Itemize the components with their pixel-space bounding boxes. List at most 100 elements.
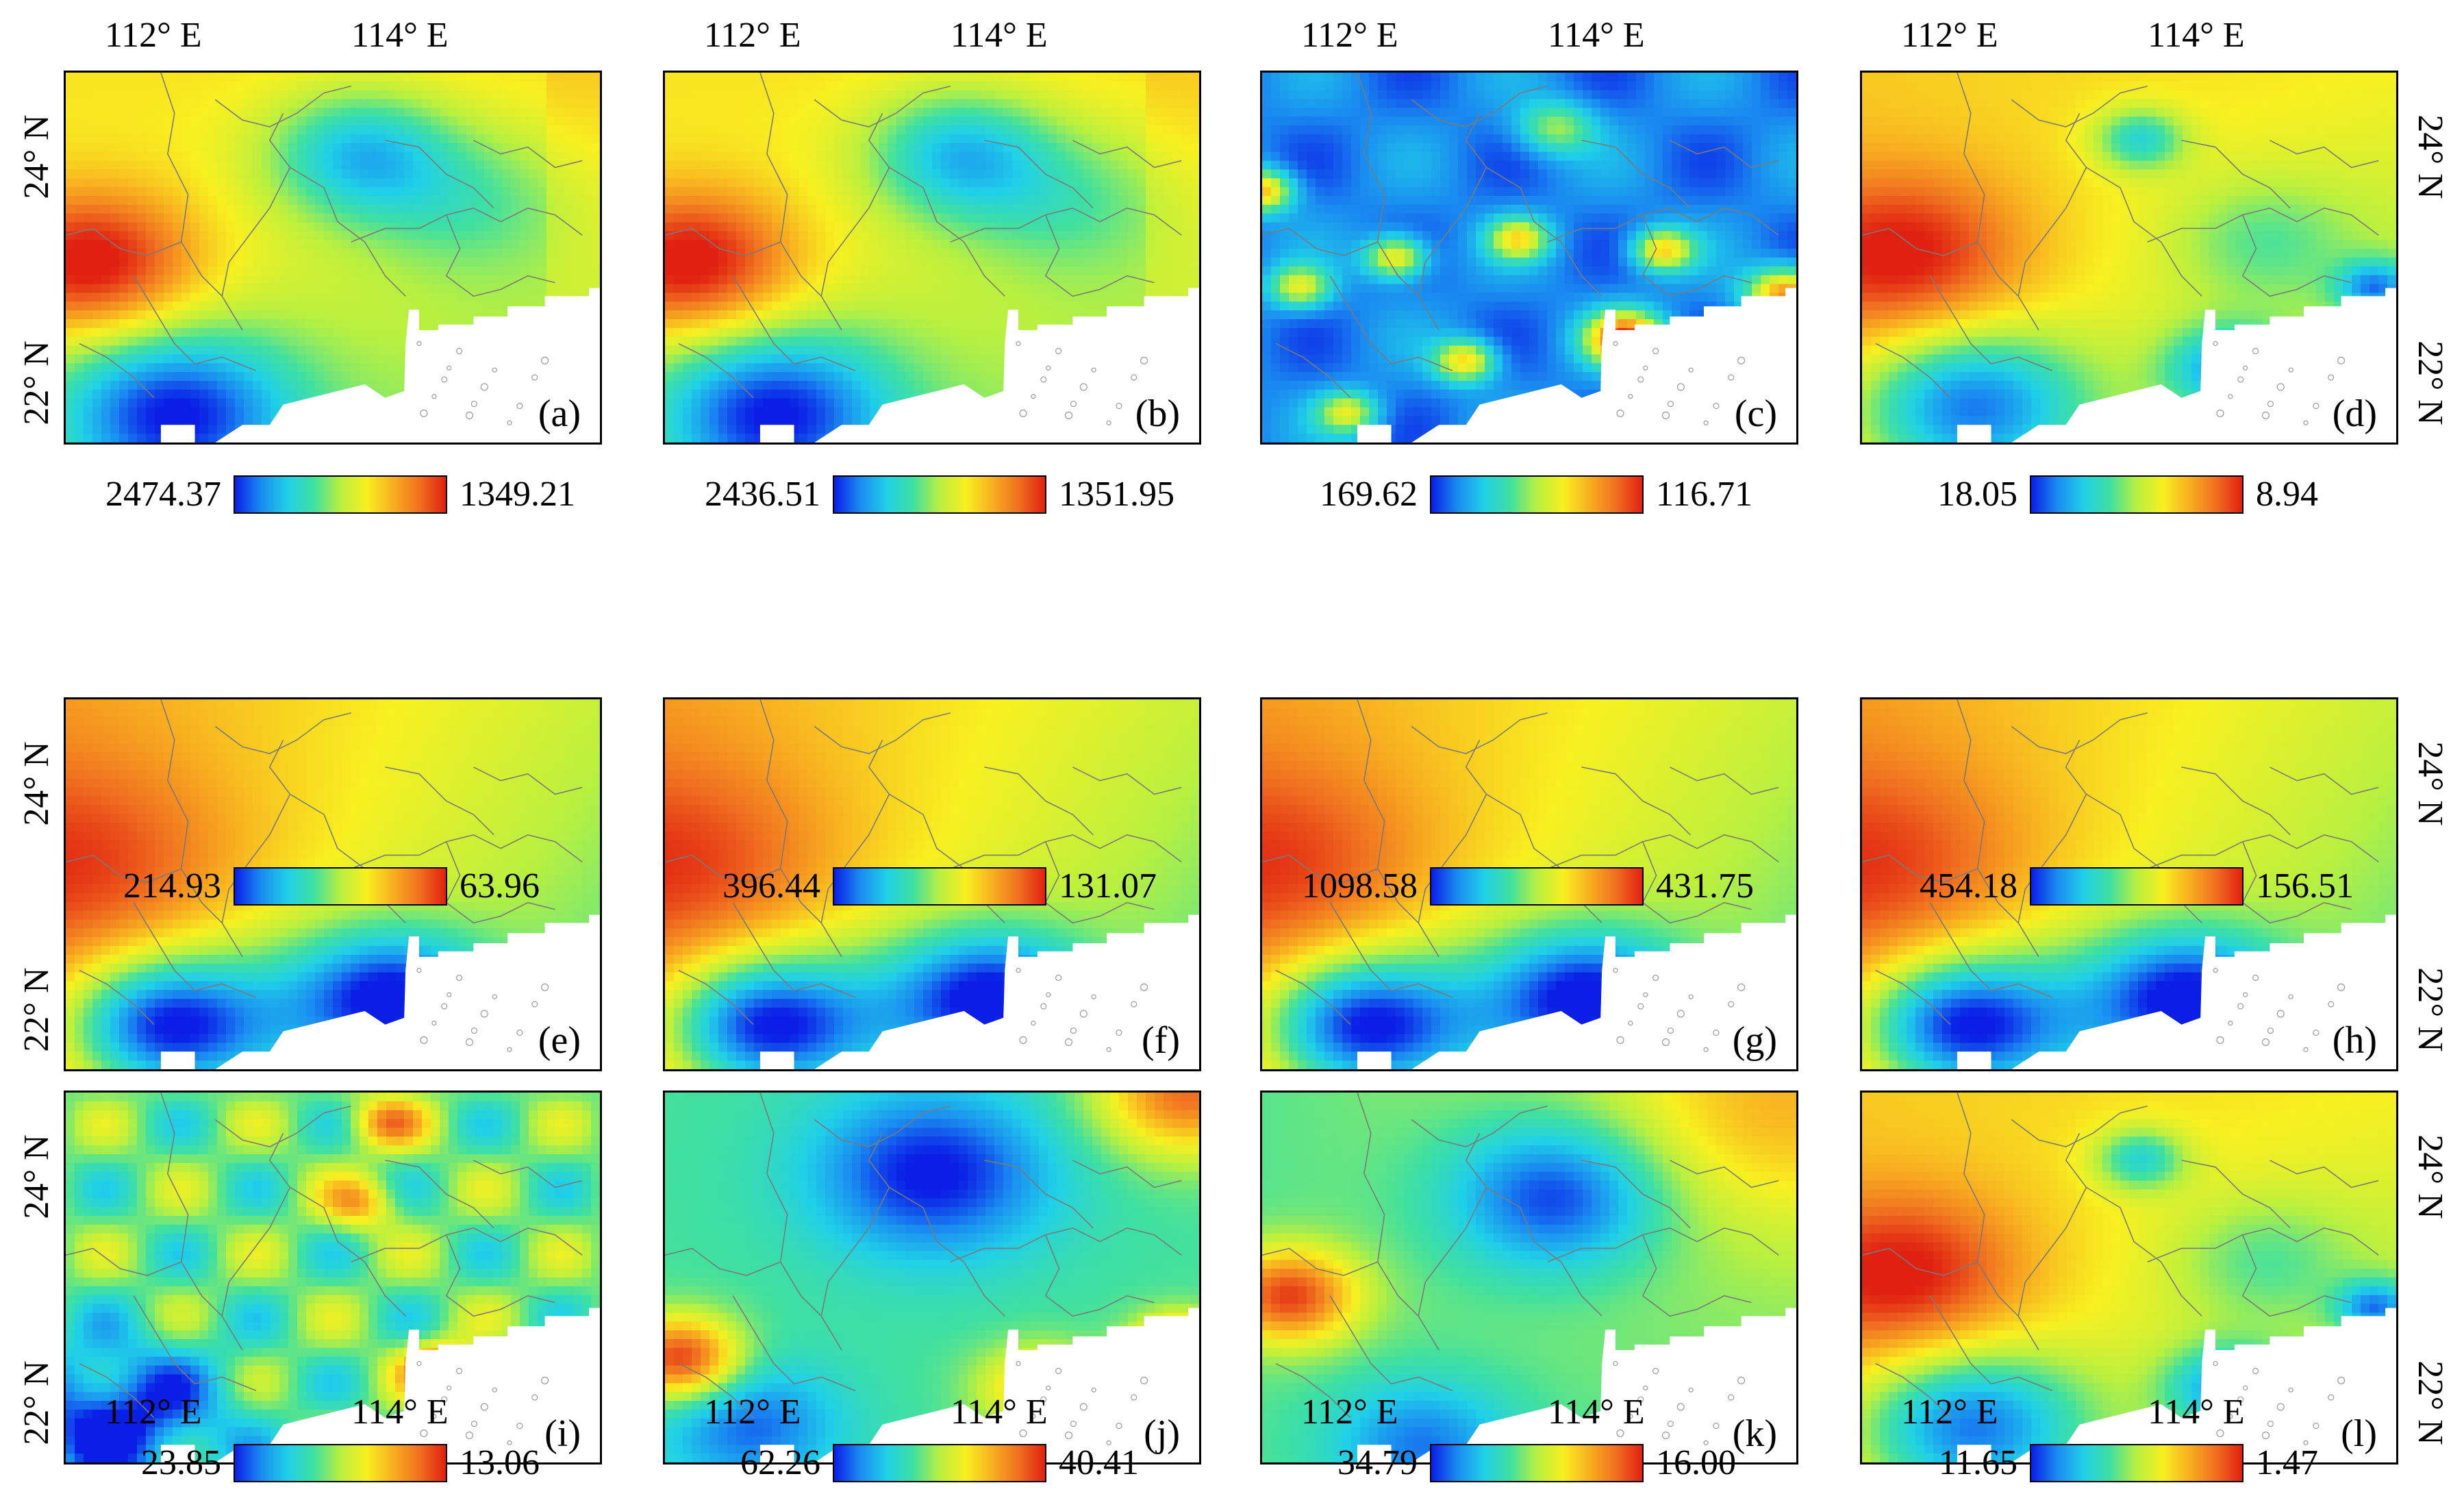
island-outline [1040,376,1047,383]
heatmap-field [1262,1093,1796,1462]
map-panel: (b) [663,71,1201,445]
island-outline [480,1403,488,1411]
admin-boundary [1072,140,1182,169]
island-outline [541,1376,549,1384]
island-outline [1019,1429,1027,1438]
lon-tick-114: 114° E [351,18,449,53]
panel-label: (d) [2333,395,2377,433]
heatmap-field [1262,699,1796,1069]
panel-label: (b) [1135,395,1180,433]
admin-boundary [2011,1106,2148,1147]
colorbar-max-label: 116.71 [1656,477,1752,512]
island-outline [1703,420,1709,425]
admin-boundary [1581,140,1691,209]
island-outline [2267,1027,2274,1034]
admin-boundary [1465,112,1602,297]
colorbar-max-label: 40.41 [1059,1445,1139,1481]
lon-tick-112: 112° E [704,18,801,53]
island-outline [2337,1376,2346,1384]
colorbar [2030,1444,2243,1482]
island-outline [1737,983,1746,991]
island-outline [431,1414,437,1419]
island-outline [1031,394,1036,399]
admin-boundary [1418,167,1487,297]
admin-boundary [385,140,494,209]
admin-boundary [1357,73,1440,331]
colorbar-max-label: 1.47 [2256,1445,2318,1481]
island-outline [2216,1429,2224,1438]
lon-tick-112: 112° E [105,18,202,53]
colorbar-max-label: 8.94 [2256,477,2318,512]
island-outline [2276,1403,2285,1411]
admin-boundary [1547,1227,1779,1262]
admin-boundary [1642,841,1752,924]
admin-boundary [1581,766,1691,836]
admin-boundary [66,1247,181,1276]
island-outline [2216,409,2224,418]
island-outline [507,1440,512,1445]
island-outline [416,1361,422,1367]
island-outline [1091,367,1096,373]
admin-boundary [2065,112,2202,297]
colorbar [234,475,447,514]
admin-boundary [984,140,1094,209]
admin-boundary [2270,766,2379,795]
panel-label: (g) [1733,1021,1777,1060]
colorbar-max-label: 1351.95 [1059,477,1174,512]
panel-label: (i) [544,1414,581,1453]
admin-boundary [1642,1234,1752,1317]
lon-tick-114: 114° E [351,1395,449,1430]
island-outline [1046,992,1051,997]
admin-boundary [2017,167,2087,297]
island-outline [1016,341,1021,347]
lon-tick-112: 112° E [1301,1395,1398,1430]
island-outline [1637,1396,1644,1403]
island-outline [470,1027,477,1034]
island-outline [492,367,497,373]
island-outline [420,1036,428,1045]
island-outline [1040,1003,1047,1010]
admin-boundary [1418,794,1487,923]
island-outline [1131,1394,1137,1401]
island-outline [2328,374,2335,381]
island-outline [1643,365,1648,371]
island-outline [1079,1403,1088,1411]
admin-boundary [1044,1234,1155,1317]
colorbar [1430,1444,1644,1482]
colorbar [833,867,1046,906]
heatmap-field [66,699,600,1069]
colorbar-min-label: 11.65 [1939,1445,2017,1481]
panel-label: (l) [2341,1414,2377,1453]
island-outline [1728,374,1735,381]
colorbar-min-label: 18.05 [1937,477,2017,512]
admin-boundary [351,1227,583,1262]
island-outline [1652,974,1659,982]
island-outline [2261,1431,2270,1439]
island-outline [531,1001,538,1008]
island-outline [2328,1001,2335,1008]
admin-boundary [1262,1247,1378,1276]
admin-boundary [2011,86,2148,127]
island-outline [447,1385,452,1391]
colorbar-min-label: 1098.58 [1302,869,1418,904]
admin-boundary [1275,342,1351,399]
admin-boundary [2270,1160,2379,1188]
admin-boundary [1875,342,1951,399]
island-outline [465,411,474,419]
heatmap-field [665,73,1199,442]
admin-boundary [665,854,781,883]
map-panel: (c) [1260,71,1798,445]
island-outline [1140,1376,1148,1384]
colorbar-min-label: 396.44 [722,869,820,904]
colorbar-min-label: 23.85 [141,1445,221,1481]
island-outline [431,1021,437,1026]
admin-boundary [665,1247,781,1276]
lon-tick-112: 112° E [1901,18,1998,53]
colorbar-min-label: 454.18 [1920,869,2017,904]
island-outline [2276,1010,2285,1018]
admin-boundary [678,1362,754,1419]
panel-label: (f) [1142,1021,1180,1060]
lat-tick-24: 24° N [2411,741,2450,825]
island-outline [1106,420,1111,425]
island-outline [1676,1010,1685,1018]
